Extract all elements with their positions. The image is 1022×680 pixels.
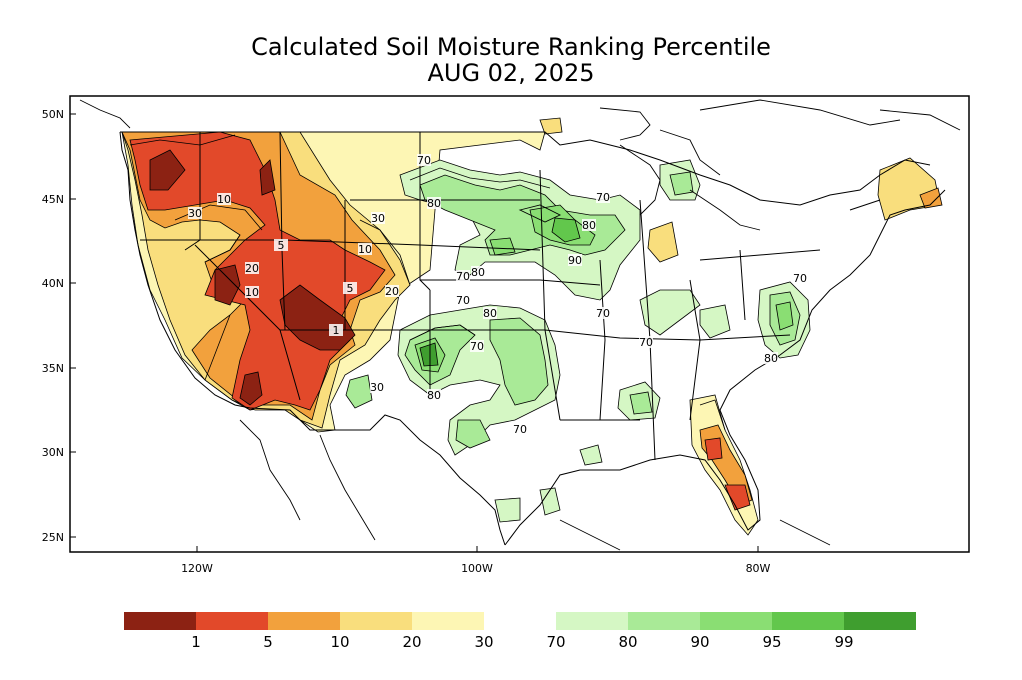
contour-label: 70 [639, 336, 653, 349]
state-boundaries [119, 131, 946, 546]
dry-region-east [539, 117, 943, 536]
map-area [69, 95, 970, 553]
contour-label-bg [274, 239, 288, 251]
lat-tick-label: 40N [42, 277, 64, 290]
contour-label-bg [188, 207, 202, 219]
title-line-1: Calculated Soil Moisture Ranking Percent… [251, 33, 771, 61]
legend-dry-label: 10 [330, 633, 349, 651]
legend-wet-label: 70 [546, 633, 565, 651]
contour-label: 80 [483, 307, 497, 320]
lat-tick-label: 35N [42, 362, 64, 375]
legend-wet-swatch [556, 612, 628, 630]
contour-label-bg [764, 352, 778, 364]
contour-label: 90 [568, 254, 582, 267]
contour-label: 70 [793, 272, 807, 285]
contour-label: 5 [278, 239, 285, 252]
contour-label-bg [456, 270, 470, 282]
legend-wet-swatch [700, 612, 772, 630]
contour-label: 70 [456, 294, 470, 307]
contour-label-bg [456, 294, 470, 306]
contour-label-bg [217, 193, 231, 205]
lat-tick-label: 50N [42, 108, 64, 121]
contour-label: 80 [427, 389, 441, 402]
contour-label-bg [245, 262, 259, 274]
contour-label: 70 [596, 191, 610, 204]
legend-dry-swatch [196, 612, 268, 630]
contour-label: 10 [217, 193, 231, 206]
contour-label-bg [385, 285, 399, 297]
contour-label: 10 [245, 286, 259, 299]
contour-label-bg [427, 197, 441, 209]
contour-label: 80 [471, 266, 485, 279]
contour-label-bg [793, 272, 807, 284]
contour-label: 70 [596, 307, 610, 320]
legend-wet-label: 80 [618, 633, 637, 651]
map-title: Calculated Soil Moisture Ranking Percent… [0, 34, 1022, 86]
contour-label-bg [371, 212, 385, 224]
lon-tick-label: 80W [746, 562, 771, 575]
contour-label-bg [343, 282, 357, 294]
contour-label: 30 [188, 207, 202, 220]
legend-dry-label: 1 [191, 633, 201, 651]
contour-label: 80 [427, 197, 441, 210]
legend-dry-label: 5 [263, 633, 273, 651]
legend-dry-swatch [124, 612, 196, 630]
legend-dry-label: 20 [402, 633, 421, 651]
contour-label-bg [245, 286, 259, 298]
legend-wet-swatch [628, 612, 700, 630]
contour-label-bg [596, 191, 610, 203]
contour-label-bg [470, 340, 484, 352]
contour-label-bg [329, 324, 343, 336]
fill-1-west [149, 149, 356, 406]
contour-label-bg [358, 243, 372, 255]
legend-wet-swatch [844, 612, 916, 630]
contour-label: 80 [582, 219, 596, 232]
contour-label: 1 [333, 324, 340, 337]
contour-label: 10 [358, 243, 372, 256]
coastlines [79, 99, 961, 551]
contour-label-bg [483, 307, 497, 319]
contour-label-bg [513, 423, 527, 435]
contour-label-bg [471, 266, 485, 278]
contour-label-bg [582, 219, 596, 231]
contour-label-bg [427, 389, 441, 401]
legend-wet-label: 90 [690, 633, 709, 651]
lat-tick-label: 25N [42, 531, 64, 544]
contour-label: 70 [470, 340, 484, 353]
legend-wet-label: 95 [762, 633, 781, 651]
legend: 1 5 10 20 30 70 80 90 95 99 [124, 612, 916, 651]
lat-tick-label: 45N [42, 193, 64, 206]
axis-layer: 50N 45N 40N 35N 30N 25N 120W 100W 80W [42, 108, 771, 575]
lon-tick-label: 100W [461, 562, 493, 575]
contour-label-bg [370, 381, 384, 393]
contour-label-bg [417, 154, 431, 166]
legend-wet-label: 99 [834, 633, 853, 651]
contour-label: 30 [371, 212, 385, 225]
contour-label: 70 [513, 423, 527, 436]
legend-dry-swatch [340, 612, 412, 630]
lat-tick-label: 30N [42, 446, 64, 459]
contour-lines [129, 134, 726, 431]
contour-label-bg [639, 336, 653, 348]
contour-label: 20 [245, 262, 259, 275]
title-date: AUG 02, 2025 [427, 59, 595, 87]
contour-label: 30 [370, 381, 384, 394]
contour-label: 5 [347, 282, 354, 295]
contour-label-bg [568, 254, 582, 266]
map-frame [69, 95, 970, 553]
contour-label: 80 [764, 352, 778, 365]
lon-tick-label: 120W [181, 562, 213, 575]
contour-label-bg [596, 307, 610, 319]
contour-label: 20 [385, 285, 399, 298]
contour-label: 70 [456, 270, 470, 283]
legend-wet-swatch [772, 612, 844, 630]
legend-dry-swatch [412, 612, 484, 630]
contour-label: 70 [417, 154, 431, 167]
legend-dry-label: 30 [474, 633, 493, 651]
legend-dry-swatch [268, 612, 340, 630]
